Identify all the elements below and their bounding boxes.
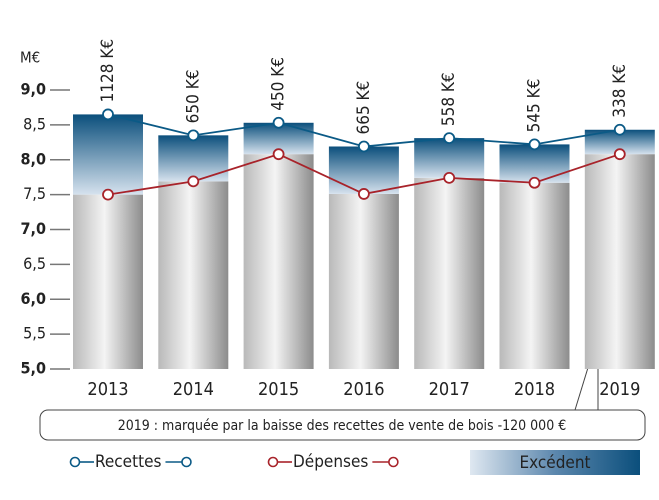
expense-bar <box>158 181 229 369</box>
y-tick-label: 8,5 <box>23 114 46 133</box>
expense-bar <box>584 154 655 369</box>
x-tick-label: 2016 <box>343 379 384 400</box>
legend-marker <box>181 456 192 468</box>
legend-marker <box>267 456 279 468</box>
point <box>187 175 200 188</box>
surplus-bar <box>73 114 143 195</box>
point <box>357 188 370 200</box>
expense-bar <box>73 194 143 369</box>
expense-bar <box>499 182 570 369</box>
surplus-label: 665 K€ <box>354 81 374 135</box>
legend-label: Excédent <box>519 453 590 473</box>
legend-marker <box>69 456 81 468</box>
legend-swatch <box>470 450 640 475</box>
point <box>613 123 626 136</box>
point <box>528 176 541 189</box>
x-tick-label: 2013 <box>87 379 128 400</box>
expense-bar <box>243 154 314 369</box>
y-tick-label: 7,0 <box>21 219 47 238</box>
y-tick-label: 7,5 <box>23 184 46 203</box>
y-tick-label: 6,0 <box>21 289 47 308</box>
point <box>357 140 370 153</box>
point <box>187 129 200 142</box>
y-tick-label: 5,0 <box>21 359 47 378</box>
point <box>443 132 456 145</box>
surplus-label: 650 K€ <box>183 70 203 124</box>
point <box>528 138 541 151</box>
legend-marker <box>388 456 399 468</box>
surplus-label: 338 K€ <box>610 64 630 118</box>
legend-label: Recettes <box>95 452 161 472</box>
y-tick-label: 5,5 <box>23 324 46 343</box>
point <box>272 148 285 161</box>
surplus-bar <box>328 146 399 194</box>
surplus-bar <box>414 138 485 178</box>
point <box>272 116 285 129</box>
expense-bar <box>414 177 485 369</box>
annotation-box <box>39 409 646 441</box>
y-tick-label: 9,0 <box>21 80 47 99</box>
x-tick-label: 2015 <box>258 379 299 400</box>
expense-bar <box>328 193 399 369</box>
y-tick-label: 6,5 <box>23 254 46 273</box>
point <box>102 188 114 201</box>
x-tick-label: 2017 <box>429 379 470 400</box>
legend-label: Dépenses <box>293 452 368 472</box>
point <box>443 171 456 184</box>
x-tick-label: 2014 <box>173 379 214 400</box>
point <box>613 148 626 161</box>
surplus-bar <box>499 144 570 183</box>
x-tick-label: 2019 <box>599 379 640 400</box>
surplus-label: 545 K€ <box>525 79 545 133</box>
x-tick-label: 2018 <box>514 379 555 400</box>
point <box>102 108 114 121</box>
surplus-label: 450 K€ <box>269 57 289 111</box>
y-tick-label: 8,0 <box>21 149 47 168</box>
annotation: 2019 : marquée par la baisse des recette… <box>118 418 566 434</box>
surplus-label: 1128 K€ <box>98 39 118 103</box>
y-unit: M€ <box>20 49 40 67</box>
surplus-label: 558 K€ <box>439 72 459 126</box>
